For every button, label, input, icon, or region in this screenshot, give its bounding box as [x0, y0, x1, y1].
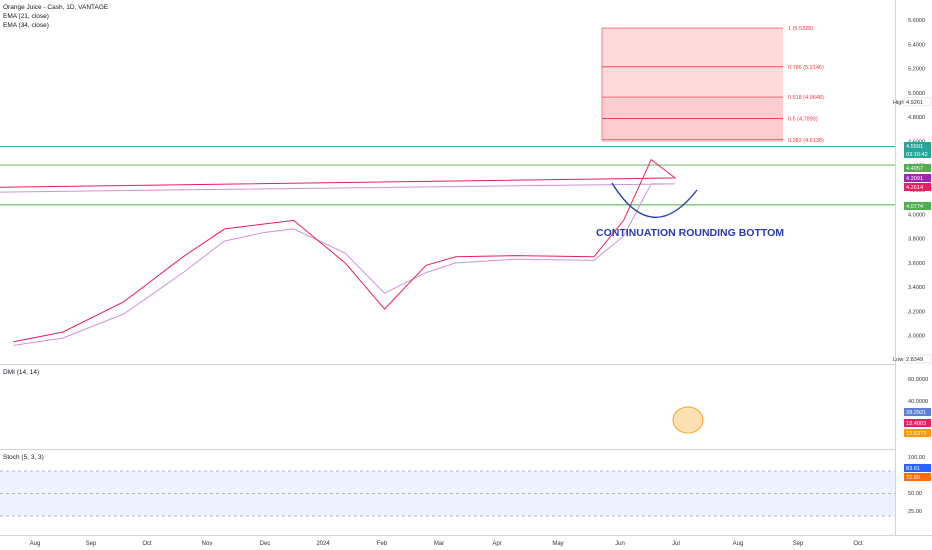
- stoch-tick-label: 100.00: [908, 455, 925, 461]
- fib-level-label: 0.5 (4.7893): [788, 116, 818, 122]
- time-tick-label: Oct: [142, 541, 152, 547]
- price-tick-label: 5.4000: [908, 42, 925, 48]
- time-axis[interactable]: Aug Sep Oct Nov Dec 2024 Feb Mar Apr May Jun Jul Aug…: [30, 541, 863, 547]
- high-value: 4.9261: [906, 100, 923, 106]
- fib-level-label: 0.382 (4.6138): [788, 138, 824, 144]
- price-badge: [904, 473, 931, 481]
- time-tick-label: Sep: [86, 541, 97, 547]
- price-badge: [904, 429, 931, 437]
- dmi-tick-label: 40.0000: [908, 399, 928, 405]
- ema34-legend: EMA (34, close): [3, 22, 49, 29]
- price-badge-label: 4.4057: [906, 166, 923, 172]
- price-tick-label: 3.8000: [908, 237, 925, 243]
- fib-level-label: 0.786 (5.2146): [788, 65, 824, 71]
- price-badge: [904, 202, 931, 210]
- price-badge: [904, 419, 931, 427]
- horizontal-levels[interactable]: [0, 145, 895, 206]
- price-tick-label: 5.2000: [908, 67, 925, 73]
- price-badge: [904, 408, 931, 416]
- price-badge-label: 28.2921: [906, 410, 926, 416]
- time-tick-label: Dec: [260, 541, 271, 547]
- low-badge: [903, 354, 932, 364]
- stoch-tick-label: 50.00: [908, 491, 922, 497]
- dmi-tick-label: 60.0000: [908, 377, 928, 383]
- price-axis[interactable]: 5.60005.40005.20005.00004.80004.60004.40…: [908, 18, 928, 515]
- high-label: High: [893, 100, 905, 106]
- chart-legend: Orange Juice - Cash, 1D, VANTAGE EMA (21…: [3, 4, 109, 461]
- price-tick-label: 3.0000: [908, 334, 925, 340]
- time-tick-label: Oct: [853, 541, 863, 547]
- price-badge: [904, 464, 931, 472]
- low-value: 2.8349: [906, 357, 923, 363]
- dmi-legend: DMI (14, 14): [3, 369, 39, 376]
- fib-level-label: 1 (5.5329): [788, 26, 813, 32]
- fib-level-label: 0.618 (4.9648): [788, 95, 824, 101]
- time-tick-label: Feb: [377, 541, 388, 547]
- ema21-legend: EMA (21, close): [3, 13, 49, 20]
- price-badge: [904, 142, 931, 158]
- price-tick-label: 5.6000: [908, 18, 925, 24]
- price-tick-label: 4.8000: [908, 115, 925, 121]
- price-badge: [904, 183, 931, 191]
- price-badge: [904, 164, 931, 172]
- price-badge-countdown: 03:10:42: [906, 152, 928, 158]
- time-tick-label: Mar: [434, 541, 444, 547]
- stoch-legend: Stoch (5, 3, 3): [3, 454, 44, 461]
- price-badge-label: 4.0774: [906, 204, 923, 210]
- time-tick-label: Jun: [615, 541, 625, 547]
- dmi-highlight-circle[interactable]: [672, 406, 704, 434]
- rounding-bottom-arc[interactable]: [611, 182, 698, 218]
- price-tick-label: 3.2000: [908, 309, 925, 315]
- time-tick-label: Apr: [492, 541, 501, 547]
- price-tick-label: 4.0000: [908, 212, 925, 218]
- low-label: Low: [893, 357, 904, 363]
- price-badge-label: 72.89: [906, 475, 920, 481]
- time-tick-label: Nov: [202, 541, 213, 547]
- time-tick-label: 2024: [316, 541, 330, 547]
- ema-34-line: [0, 183, 675, 346]
- pattern-annotation[interactable]: CONTINUATION ROUNDING BOTTOM: [596, 227, 784, 239]
- price-tick-label: 3.4000: [908, 285, 925, 291]
- time-tick-label: Aug: [733, 541, 744, 547]
- high-badge: [903, 97, 932, 107]
- price-badge-label: 4.5591: [906, 144, 923, 150]
- price-badge: [904, 174, 931, 182]
- price-tick-label: 3.6000: [908, 261, 925, 267]
- time-tick-label: Aug: [30, 541, 41, 547]
- time-tick-label: Jul: [672, 541, 680, 547]
- price-badges: 4.5591 03:10:42 4.4057 4.3091 4.2614 4.0774 Hi…: [893, 97, 932, 481]
- time-tick-label: May: [552, 541, 563, 547]
- time-tick-label: Sep: [793, 541, 804, 547]
- price-badge-label: 4.3091: [906, 176, 923, 182]
- price-badge-label: 83.61: [906, 466, 920, 472]
- symbol-title: Orange Juice - Cash, 1D, VANTAGE: [3, 4, 109, 11]
- ema-21-line: [0, 158, 677, 343]
- price-badge-label: 12.5373: [906, 431, 926, 437]
- price-tick-label: 5.0000: [908, 91, 925, 97]
- price-badge-label: 18.4003: [906, 421, 926, 427]
- stoch-tick-label: 25.00: [908, 509, 922, 515]
- price-badge-label: 4.2614: [906, 185, 923, 191]
- fibonacci-retracement[interactable]: 1 (5.5329) 0.786 (5.2146) 0.618 (4.9648) 0.…: [601, 26, 824, 144]
